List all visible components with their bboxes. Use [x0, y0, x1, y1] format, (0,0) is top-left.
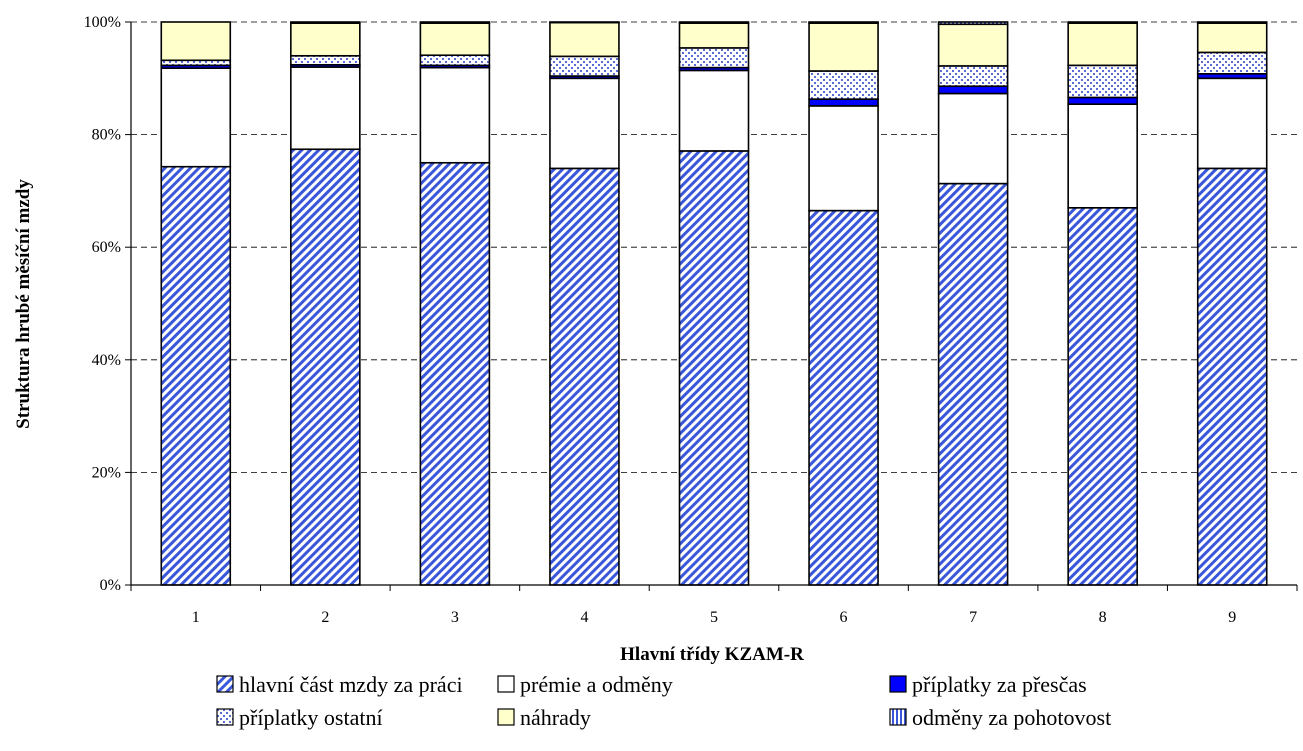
legend-swatch [497, 708, 515, 726]
legend-swatch [216, 675, 234, 693]
bar-segment [419, 54, 491, 67]
bar-segment [1196, 51, 1268, 75]
legend-label: hlavní část mzdy za práci [239, 672, 463, 697]
legend-label: příplatky za přesčas [912, 672, 1087, 697]
bar-segment [937, 23, 1009, 67]
x-tick-label: 6 [840, 609, 848, 626]
bar-segment [678, 47, 750, 69]
bar-segment [808, 21, 879, 24]
bar-segment [678, 22, 750, 49]
bar-segment [808, 70, 879, 100]
x-tick-label: 1 [192, 609, 200, 626]
axes [125, 21, 1298, 591]
bar-segment [1196, 21, 1268, 24]
bar-segment [1067, 96, 1138, 105]
x-tick-labels: 1 2 3 4 5 6 7 8 9 [192, 609, 1236, 626]
bar-segment [549, 77, 620, 170]
bar-segment [808, 22, 879, 72]
bar-segment [290, 54, 361, 66]
x-tick-label: 9 [1228, 609, 1236, 626]
bar-segment [419, 22, 491, 57]
bar-segment [937, 21, 1009, 26]
bar-segment [808, 105, 879, 212]
bar-segment [937, 92, 1009, 185]
bar-segment [290, 148, 361, 586]
bar-segment [678, 69, 750, 152]
bar-segment [808, 209, 879, 586]
y-tick-label: 40% [92, 352, 121, 369]
bar-segment [549, 167, 620, 586]
bar-segment [937, 85, 1009, 95]
legend: hlavní část mzdy za práci prémie a odměny… [216, 672, 1111, 730]
x-tick-label: 7 [969, 609, 977, 626]
x-tick-label: 5 [710, 609, 718, 626]
legend-swatch [216, 708, 234, 726]
bar-segment [419, 66, 491, 164]
legend-label: náhrady [520, 705, 591, 730]
y-tick-label: 20% [92, 464, 121, 481]
y-tick-labels: 0% 20% 40% 60% 80% 100% [84, 14, 121, 594]
bar-segment [290, 66, 361, 151]
bar-segment [1067, 22, 1138, 67]
y-axis-title: Struktura hrubé měsíční mzdy [13, 179, 34, 429]
bar-segment [549, 21, 620, 24]
bar-segment [419, 21, 491, 24]
bar-segment [160, 165, 232, 586]
bar-segment [160, 21, 232, 62]
bar-segment [1067, 21, 1138, 24]
y-tick-label: 80% [92, 127, 121, 144]
bar-segment [808, 98, 879, 107]
y-tick-label: 0% [100, 577, 121, 594]
bar-segment [290, 21, 361, 24]
bar-segment [937, 65, 1009, 87]
legend-label: příplatky ostatní [239, 705, 383, 730]
bar-segment [678, 21, 750, 24]
legend-swatch [497, 675, 515, 693]
x-tick-label: 2 [321, 609, 329, 626]
legend-swatch [889, 675, 907, 693]
bar-segment [1067, 206, 1138, 586]
legend-label: prémie a odměny [520, 672, 673, 697]
bar-segment [290, 22, 361, 57]
legend-swatch [889, 708, 907, 726]
x-tick-label: 3 [451, 609, 459, 626]
bars [160, 21, 1268, 586]
y-tick-label: 60% [92, 239, 121, 256]
legend-label: odměny za pohotovost [912, 705, 1111, 730]
bar-segment [678, 150, 750, 586]
bar-segment [419, 161, 491, 586]
x-tick-label: 4 [580, 609, 588, 626]
x-axis-title: Hlavní třídy KZAM-R [620, 644, 804, 665]
y-tick-label: 100% [84, 14, 121, 31]
bar-segment [1067, 103, 1138, 209]
x-tick-label: 8 [1099, 609, 1107, 626]
bar-segment [1196, 22, 1268, 54]
bar-segment [1196, 167, 1268, 586]
bar-segment [160, 67, 232, 168]
bar-segment [549, 55, 620, 77]
bar-segment [1067, 64, 1138, 99]
bar-segment [1196, 77, 1268, 170]
bar-segment [937, 182, 1009, 586]
bar-segment [549, 21, 620, 58]
